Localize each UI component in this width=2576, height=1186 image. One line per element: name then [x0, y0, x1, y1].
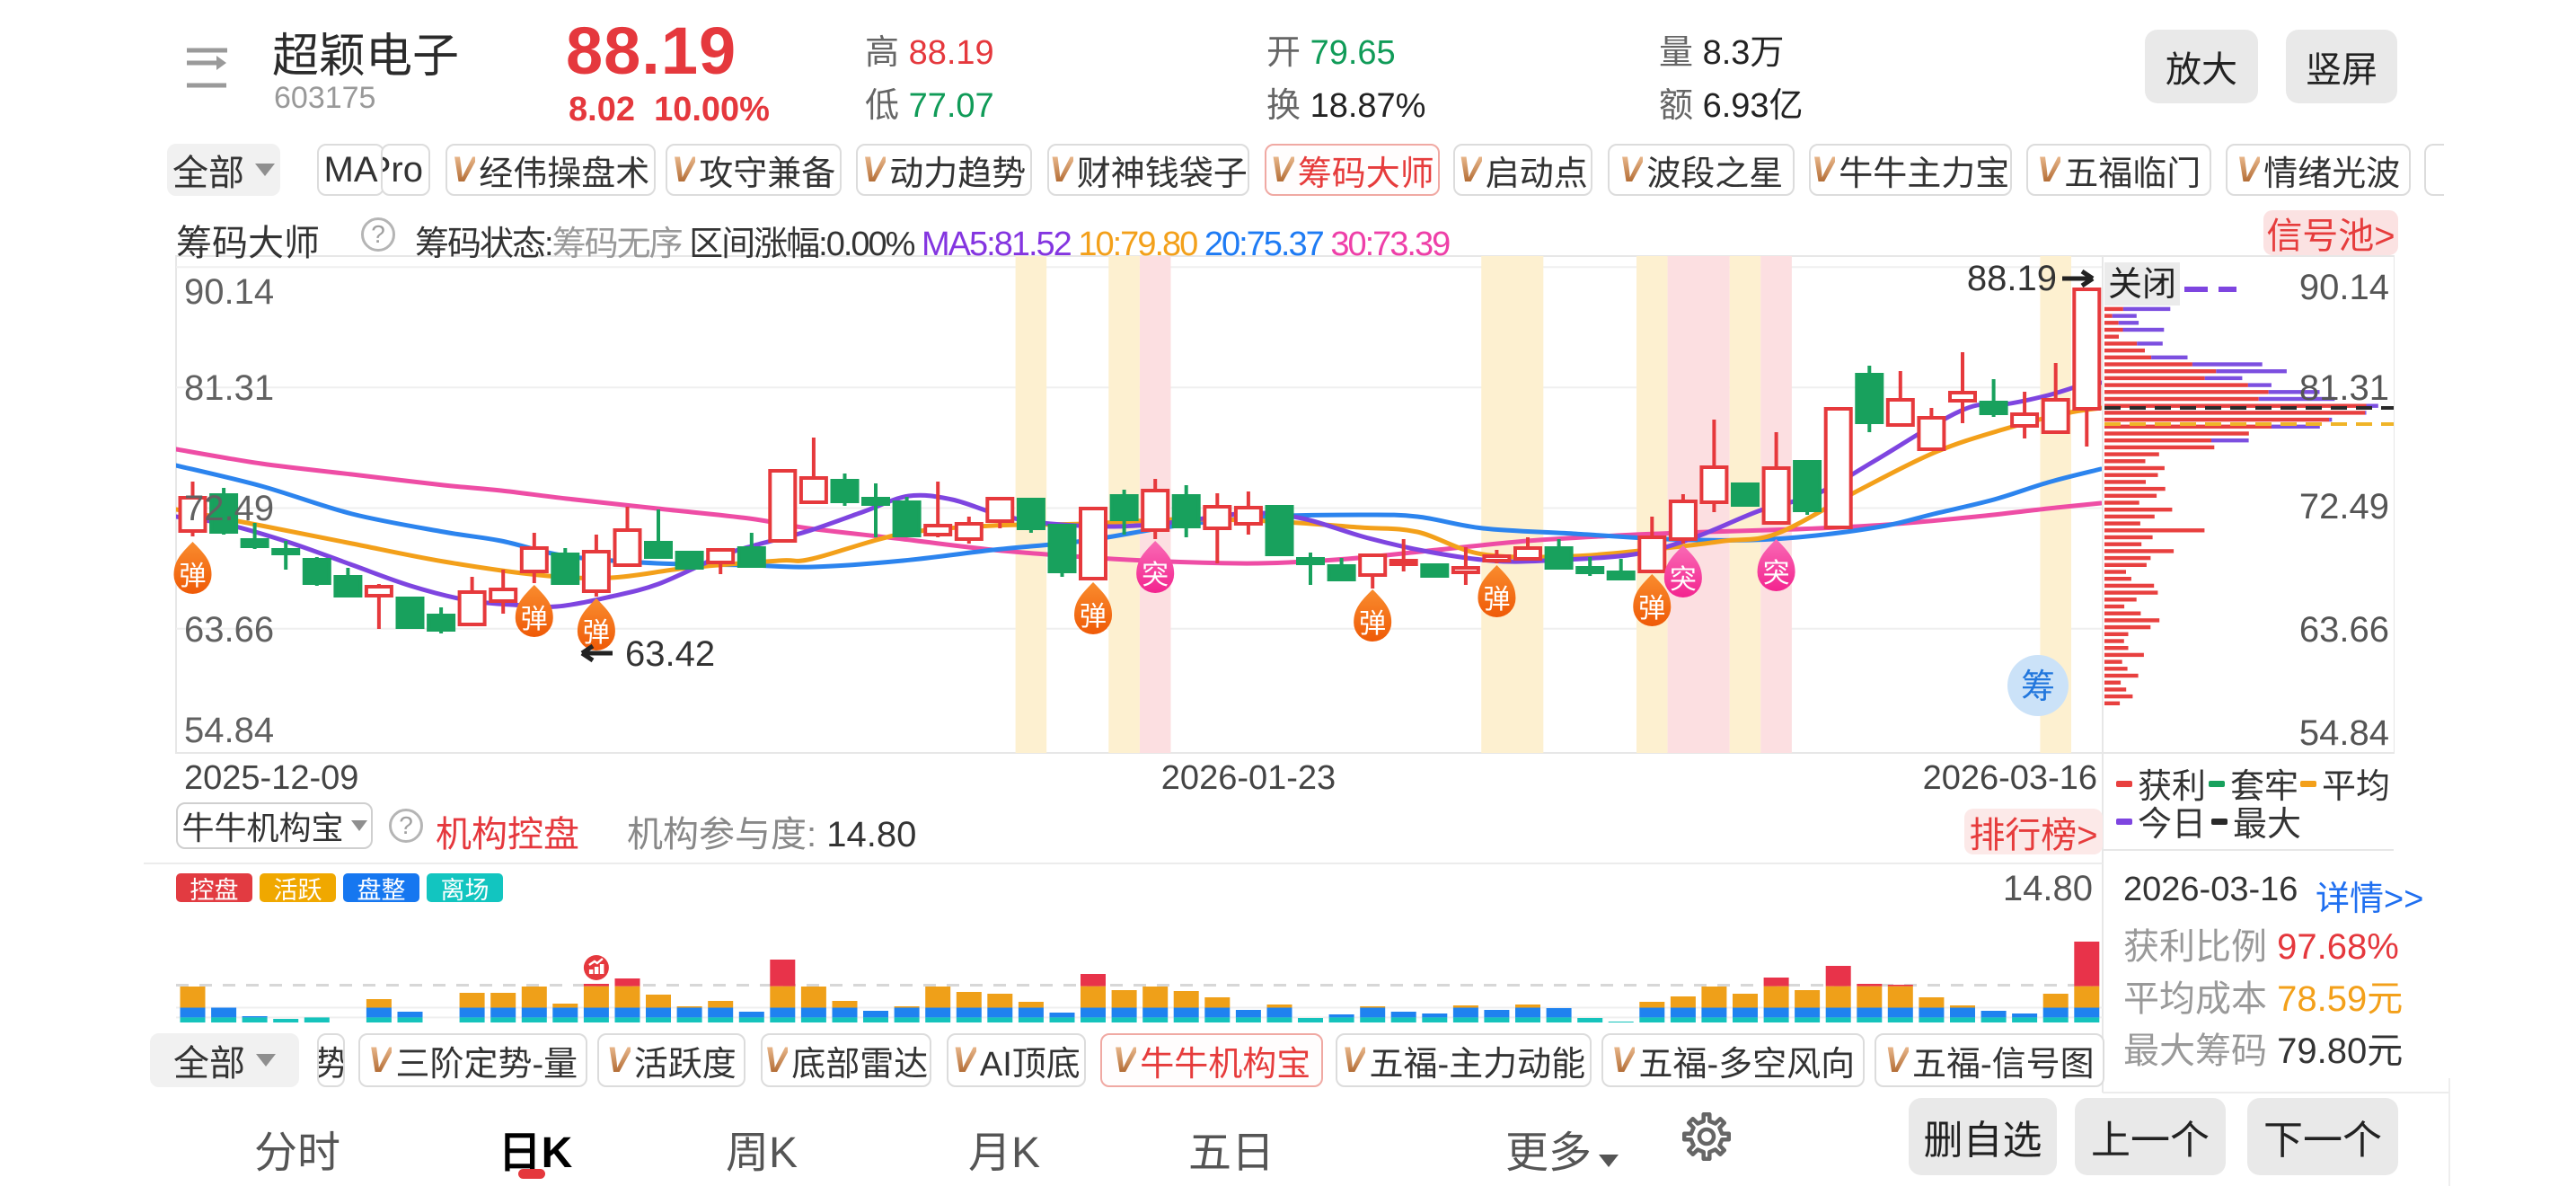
- svg-text:54.84: 54.84: [184, 711, 274, 750]
- svg-text:筹: 筹: [2021, 668, 2055, 706]
- svg-text:突: 突: [1670, 565, 1697, 595]
- svg-text:63.66: 63.66: [2299, 610, 2389, 650]
- svg-text:弹: 弹: [1080, 602, 1107, 632]
- svg-text:72.49: 72.49: [184, 489, 274, 528]
- svg-text:63.66: 63.66: [184, 610, 274, 650]
- svg-text:弹: 弹: [521, 605, 548, 634]
- svg-text:90.14: 90.14: [2299, 268, 2389, 307]
- svg-text:14.80: 14.80: [2003, 869, 2093, 908]
- svg-text:最大: 最大: [2233, 806, 2301, 844]
- svg-text:54.84: 54.84: [2299, 713, 2389, 753]
- svg-text:套牢: 套牢: [2230, 768, 2298, 806]
- svg-text:2026-01-23: 2026-01-23: [1161, 759, 1336, 797]
- svg-text:弹: 弹: [583, 618, 610, 648]
- svg-text:弹: 弹: [1359, 609, 1386, 639]
- svg-text:2025-12-09: 2025-12-09: [184, 759, 358, 797]
- svg-text:弹: 弹: [180, 562, 207, 591]
- svg-text:平均: 平均: [2322, 768, 2390, 806]
- svg-text:88.19: 88.19: [1967, 259, 2057, 298]
- svg-text:90.14: 90.14: [184, 272, 274, 312]
- svg-text:2026-03-16: 2026-03-16: [1923, 759, 2097, 797]
- svg-text:突: 突: [1763, 559, 1790, 589]
- svg-text:关闭: 关闭: [2108, 266, 2176, 304]
- svg-text:63.42: 63.42: [625, 634, 715, 674]
- svg-text:获利: 获利: [2138, 768, 2206, 806]
- svg-text:72.49: 72.49: [2299, 487, 2389, 527]
- svg-text:今日: 今日: [2138, 806, 2206, 844]
- svg-text:弹: 弹: [1638, 594, 1665, 624]
- svg-text:突: 突: [1142, 561, 1169, 590]
- svg-text:81.31: 81.31: [2299, 368, 2389, 408]
- svg-text:81.31: 81.31: [184, 368, 274, 408]
- svg-text:弹: 弹: [1483, 585, 1510, 615]
